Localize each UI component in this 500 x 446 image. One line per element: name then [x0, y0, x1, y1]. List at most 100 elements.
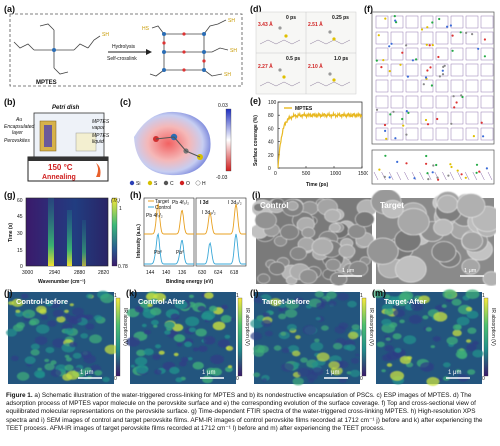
sem-grain [301, 227, 316, 239]
md-atom [482, 135, 485, 138]
octahedron-cell [480, 127, 494, 141]
time-025: 0.25 ps [332, 15, 349, 21]
afm-domain [316, 302, 326, 309]
afm-domain [85, 323, 95, 330]
afm-domain [292, 350, 301, 357]
afm-domain [152, 354, 161, 360]
panel-a-scheme: SH MPTES Hydrolysis Self-crosslink SH SH… [9, 13, 243, 87]
e-xtick-label: 1000 [330, 171, 341, 177]
md-atom [437, 55, 440, 59]
octahedron-cell [435, 127, 449, 141]
afm-domain [224, 334, 231, 339]
afm-domain [250, 332, 262, 341]
panel-l-label: (l) [250, 288, 259, 298]
afm-ir-images [6, 289, 489, 386]
md-atom-side [436, 176, 439, 179]
octahedron-cell [450, 111, 464, 125]
md-atom-side [449, 163, 452, 166]
md-atom [392, 110, 395, 113]
panel-k-label: (k) [126, 288, 137, 298]
md-atom-side [383, 175, 386, 178]
e-ytick-label: 80 [268, 113, 274, 119]
octahedron-cell [390, 31, 404, 45]
afm-domain [47, 320, 57, 327]
octahedron-cell [375, 79, 389, 93]
md-atom-side [485, 167, 488, 170]
afm-domain [64, 364, 74, 371]
afm-domain [338, 322, 349, 330]
afm-domain [65, 357, 72, 362]
md-atom-side [378, 168, 381, 171]
h-xtick-5: 618 [230, 270, 239, 276]
afm-domain [295, 335, 301, 340]
afm-domain [40, 314, 48, 320]
afm-domain [227, 365, 233, 369]
afm-domain [433, 312, 448, 322]
panel-c-label: (c) [120, 97, 131, 107]
panel-k-title: Control-After [138, 297, 185, 306]
md-atom [459, 31, 462, 34]
afm-domain [311, 361, 319, 367]
md-atom-side [475, 163, 479, 166]
afm-colorbar [237, 297, 243, 377]
side-lattice [373, 171, 379, 181]
md-atom [380, 66, 383, 69]
afm-domain [253, 344, 265, 353]
afm-domain [403, 335, 417, 345]
md-atom-side [413, 177, 416, 180]
h-legend-target: Target [155, 199, 170, 205]
afm-domain [314, 291, 324, 298]
sem-grain [482, 271, 496, 286]
md-atom-side [388, 176, 391, 179]
md-atom [390, 42, 393, 45]
sem-grain [381, 200, 404, 219]
g-ytick-2: 30 [17, 231, 23, 237]
octahedron-cell [390, 95, 404, 109]
figure-caption: Figure 1. a) Schematic illustration of t… [6, 392, 496, 433]
svg-text:SH: SH [224, 72, 231, 78]
md-atom-side [437, 178, 440, 181]
md-atom-side [425, 154, 428, 158]
afm-domain [430, 345, 435, 349]
octahedron-cell [390, 15, 404, 29]
afm-domain [155, 344, 161, 349]
e-xtick-label: 0 [274, 171, 277, 177]
afm-texture [250, 291, 363, 386]
octahedron-cell [450, 127, 464, 141]
g-xtick-1: 2940 [49, 270, 60, 276]
md-atom [426, 123, 430, 126]
afm-domain [179, 361, 187, 367]
afm-domain [195, 328, 207, 337]
h-pb0-1: Pb⁰ [154, 250, 162, 256]
panel-j-title: Control-before [16, 297, 69, 306]
sem-grain [461, 258, 480, 275]
afm-domain [203, 336, 216, 345]
afm-domain [64, 309, 69, 313]
afm-domain [175, 377, 183, 383]
afm-domain [84, 367, 92, 373]
afm-domain [465, 289, 480, 299]
afm-domain [390, 370, 405, 381]
afm-domain [347, 300, 357, 308]
afm-domain [86, 293, 93, 299]
side-lattice [381, 171, 386, 181]
h-pb4f72: Pb 4f₇/₂ [146, 213, 163, 219]
mptes-vapor-label: MPTES [92, 119, 110, 125]
sem-target-scale: 1 μm [464, 268, 477, 274]
md-atom [420, 28, 424, 31]
esp-scale-top: 0.03 [218, 103, 228, 109]
sem-grain [311, 238, 334, 256]
octahedron-cell [465, 79, 479, 93]
md-atom [477, 47, 480, 50]
sem-grain [257, 273, 271, 284]
afm-domain [30, 343, 40, 350]
e-ytick-label: 20 [268, 153, 274, 159]
afm-domain [300, 357, 308, 363]
md-atom [471, 33, 474, 36]
sem-grain [461, 231, 483, 251]
afm-domain [80, 333, 89, 339]
afm-map [250, 291, 367, 386]
sem-grain [289, 246, 307, 261]
afm-texture [372, 289, 484, 386]
panel-e-label: (e) [250, 96, 261, 106]
